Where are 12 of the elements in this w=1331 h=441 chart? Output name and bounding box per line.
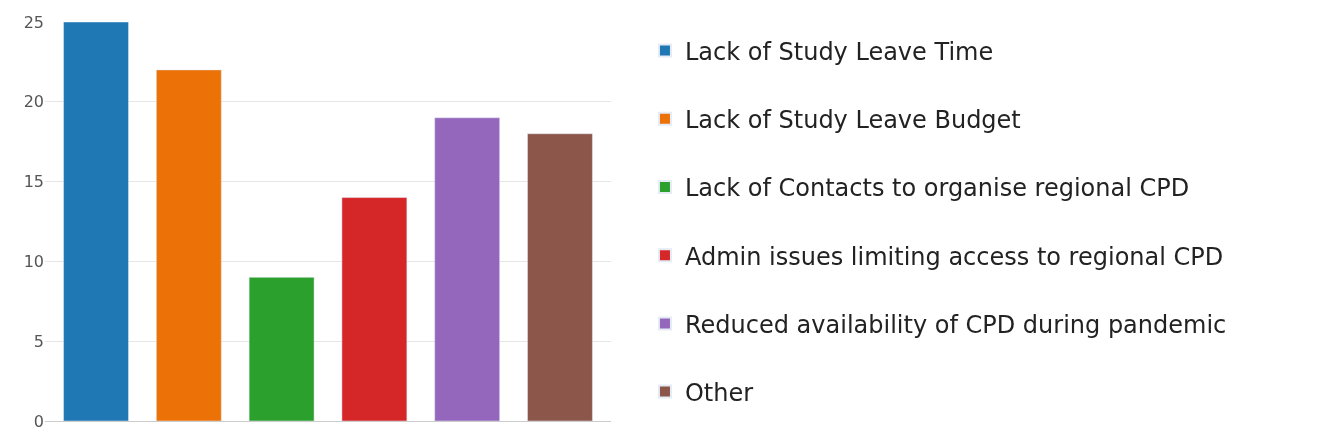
y-tick-label: 5 bbox=[33, 331, 44, 351]
y-tick-label: 0 bbox=[33, 411, 44, 431]
y-tick-label: 25 bbox=[23, 12, 44, 32]
y-tick-label: 10 bbox=[23, 252, 44, 271]
y-tick-label: 20 bbox=[23, 92, 44, 112]
legend-label: Lack of Study Leave Time bbox=[684, 37, 994, 66]
legend-label: Lack of Contacts to organise regional CPD bbox=[684, 174, 1190, 203]
legend-label: Admin issues limiting access to regional CPD bbox=[684, 242, 1224, 271]
legend-label: Reduced availability of CPD during pandemic bbox=[684, 310, 1227, 339]
legend-label: Lack of Study Leave Budget bbox=[684, 106, 1021, 135]
legend-label: Other bbox=[684, 378, 754, 407]
y-tick-label: 15 bbox=[23, 172, 44, 192]
